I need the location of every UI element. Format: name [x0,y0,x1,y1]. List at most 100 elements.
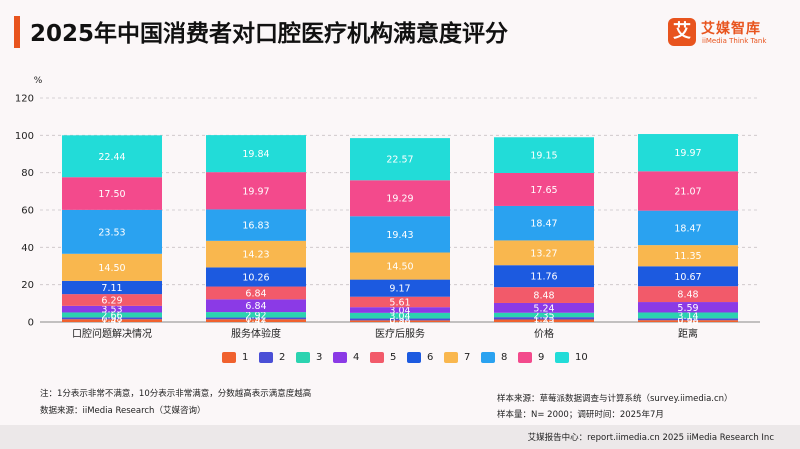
logo-mark: 艾 [668,18,696,46]
bar-segment [638,210,738,246]
legend-swatch [518,352,532,363]
bar-segment [62,280,162,295]
data-label: 22.44 [98,152,125,163]
data-label: 8.48 [533,291,554,302]
bar-segment [206,240,306,268]
data-label: 6.84 [245,288,266,299]
data-label: 7.11 [101,283,122,294]
bar-segment [638,312,738,319]
x-tick-label: 医疗后服务 [375,327,425,340]
data-label: 2.35 [533,310,554,321]
page-title: 2025年中国消费者对口腔医疗机构满意度评分 [30,21,509,47]
legend-label: 5 [390,352,397,363]
legend-label: 6 [427,352,434,363]
bar-segment [494,317,594,320]
data-label: 3.53 [101,305,122,316]
bar-segment [638,245,738,267]
bar-segment [62,317,162,320]
chart-legend: 1 2 3 4 5 6 7 8 9 10 [222,350,592,366]
data-label: 18.47 [674,223,701,234]
bar-segment [638,320,738,322]
data-label: 10.67 [674,272,701,283]
iimedia-logo: 艾 艾媒智库 iiMedia Think Tank [668,18,788,52]
data-label: 1.35 [533,316,554,327]
bar-segment [350,312,450,319]
x-tick-label: 距离 [678,327,698,340]
data-label: 17.65 [530,185,557,196]
legend-swatch [555,352,569,363]
data-label: 0.92 [245,314,266,325]
title-accent-bar [14,16,20,48]
data-label: 19.97 [242,186,269,197]
data-label: 16.83 [242,221,269,232]
data-label: 1.25 [533,314,554,325]
stacked-bar-chart: %0204060801001201.470.982.663.536.297.11… [15,76,760,340]
data-label: 0.88 [389,317,410,328]
bar-segment [350,216,450,253]
chart-note: 注：1分表示非常不满意，10分表示非常满意，分数越高表示满意度越高 [40,389,312,399]
bar-segment [494,302,594,313]
bar-segment [638,302,738,313]
data-label: 14.50 [386,262,413,273]
legend-swatch [407,352,421,363]
legend-swatch [333,352,347,363]
bar-segment [350,320,450,322]
y-axis-unit-label: % [34,76,43,86]
data-label: 19.43 [386,230,413,241]
bar-segment [206,209,306,241]
bar-segment [206,312,306,318]
y-tick-label: 100 [15,131,34,142]
bar-segment [638,286,738,303]
bar-segment [206,267,306,287]
data-label: 14.23 [242,250,269,261]
bar-segment [638,318,738,321]
x-tick-label: 口腔问题解决情况 [72,327,152,340]
data-label: 14.50 [98,263,125,274]
legend-swatch [370,352,384,363]
data-label: 3.14 [677,311,698,322]
data-label: 23.53 [98,227,125,238]
bar-segment [62,209,162,254]
legend-label: 3 [316,352,323,363]
logo-name: 艾媒智库 [701,21,761,37]
bar-segment [206,135,306,173]
data-label: 5.24 [533,303,554,314]
bar-segment [494,319,594,322]
data-label: 22.57 [386,155,413,166]
data-label: 2.66 [101,310,122,321]
data-label: 11.76 [530,272,557,283]
bar-segment [638,171,738,211]
y-tick-label: 40 [21,243,34,254]
data-source: 数据来源：iiMedia Research（艾媒咨询） [40,406,206,416]
bar-segment [62,177,162,210]
bar-segment [494,287,594,303]
logo-subtitle: iiMedia Think Tank [702,37,767,45]
data-label: 5.61 [389,297,410,308]
y-tick-label: 0 [28,318,34,329]
bar-segment [206,319,306,322]
bar-segment [206,299,306,313]
bar-segment [638,266,738,287]
bar-segment [494,312,594,318]
legend-label: 2 [279,352,286,363]
legend-swatch [259,352,273,363]
bar-segment [494,265,594,288]
data-label: 2.92 [245,310,266,321]
bar-segment [350,252,450,280]
footer-bar [0,425,800,449]
data-label: 13.27 [530,248,557,259]
bar-segment [350,296,450,308]
data-label: 1.47 [245,316,266,327]
data-label: 5.59 [677,303,698,314]
bar-segment [494,173,594,206]
data-label: 19.84 [242,149,269,160]
data-label: 17.50 [98,189,125,200]
legend-label: 10 [575,352,588,363]
data-label: 11.35 [674,251,701,262]
data-label: 19.15 [530,151,557,162]
data-label: 19.29 [386,194,413,205]
bar-segment [206,317,306,320]
bar-segment [206,286,306,300]
data-label: 21.07 [674,186,701,197]
data-label: 0.98 [677,315,698,326]
